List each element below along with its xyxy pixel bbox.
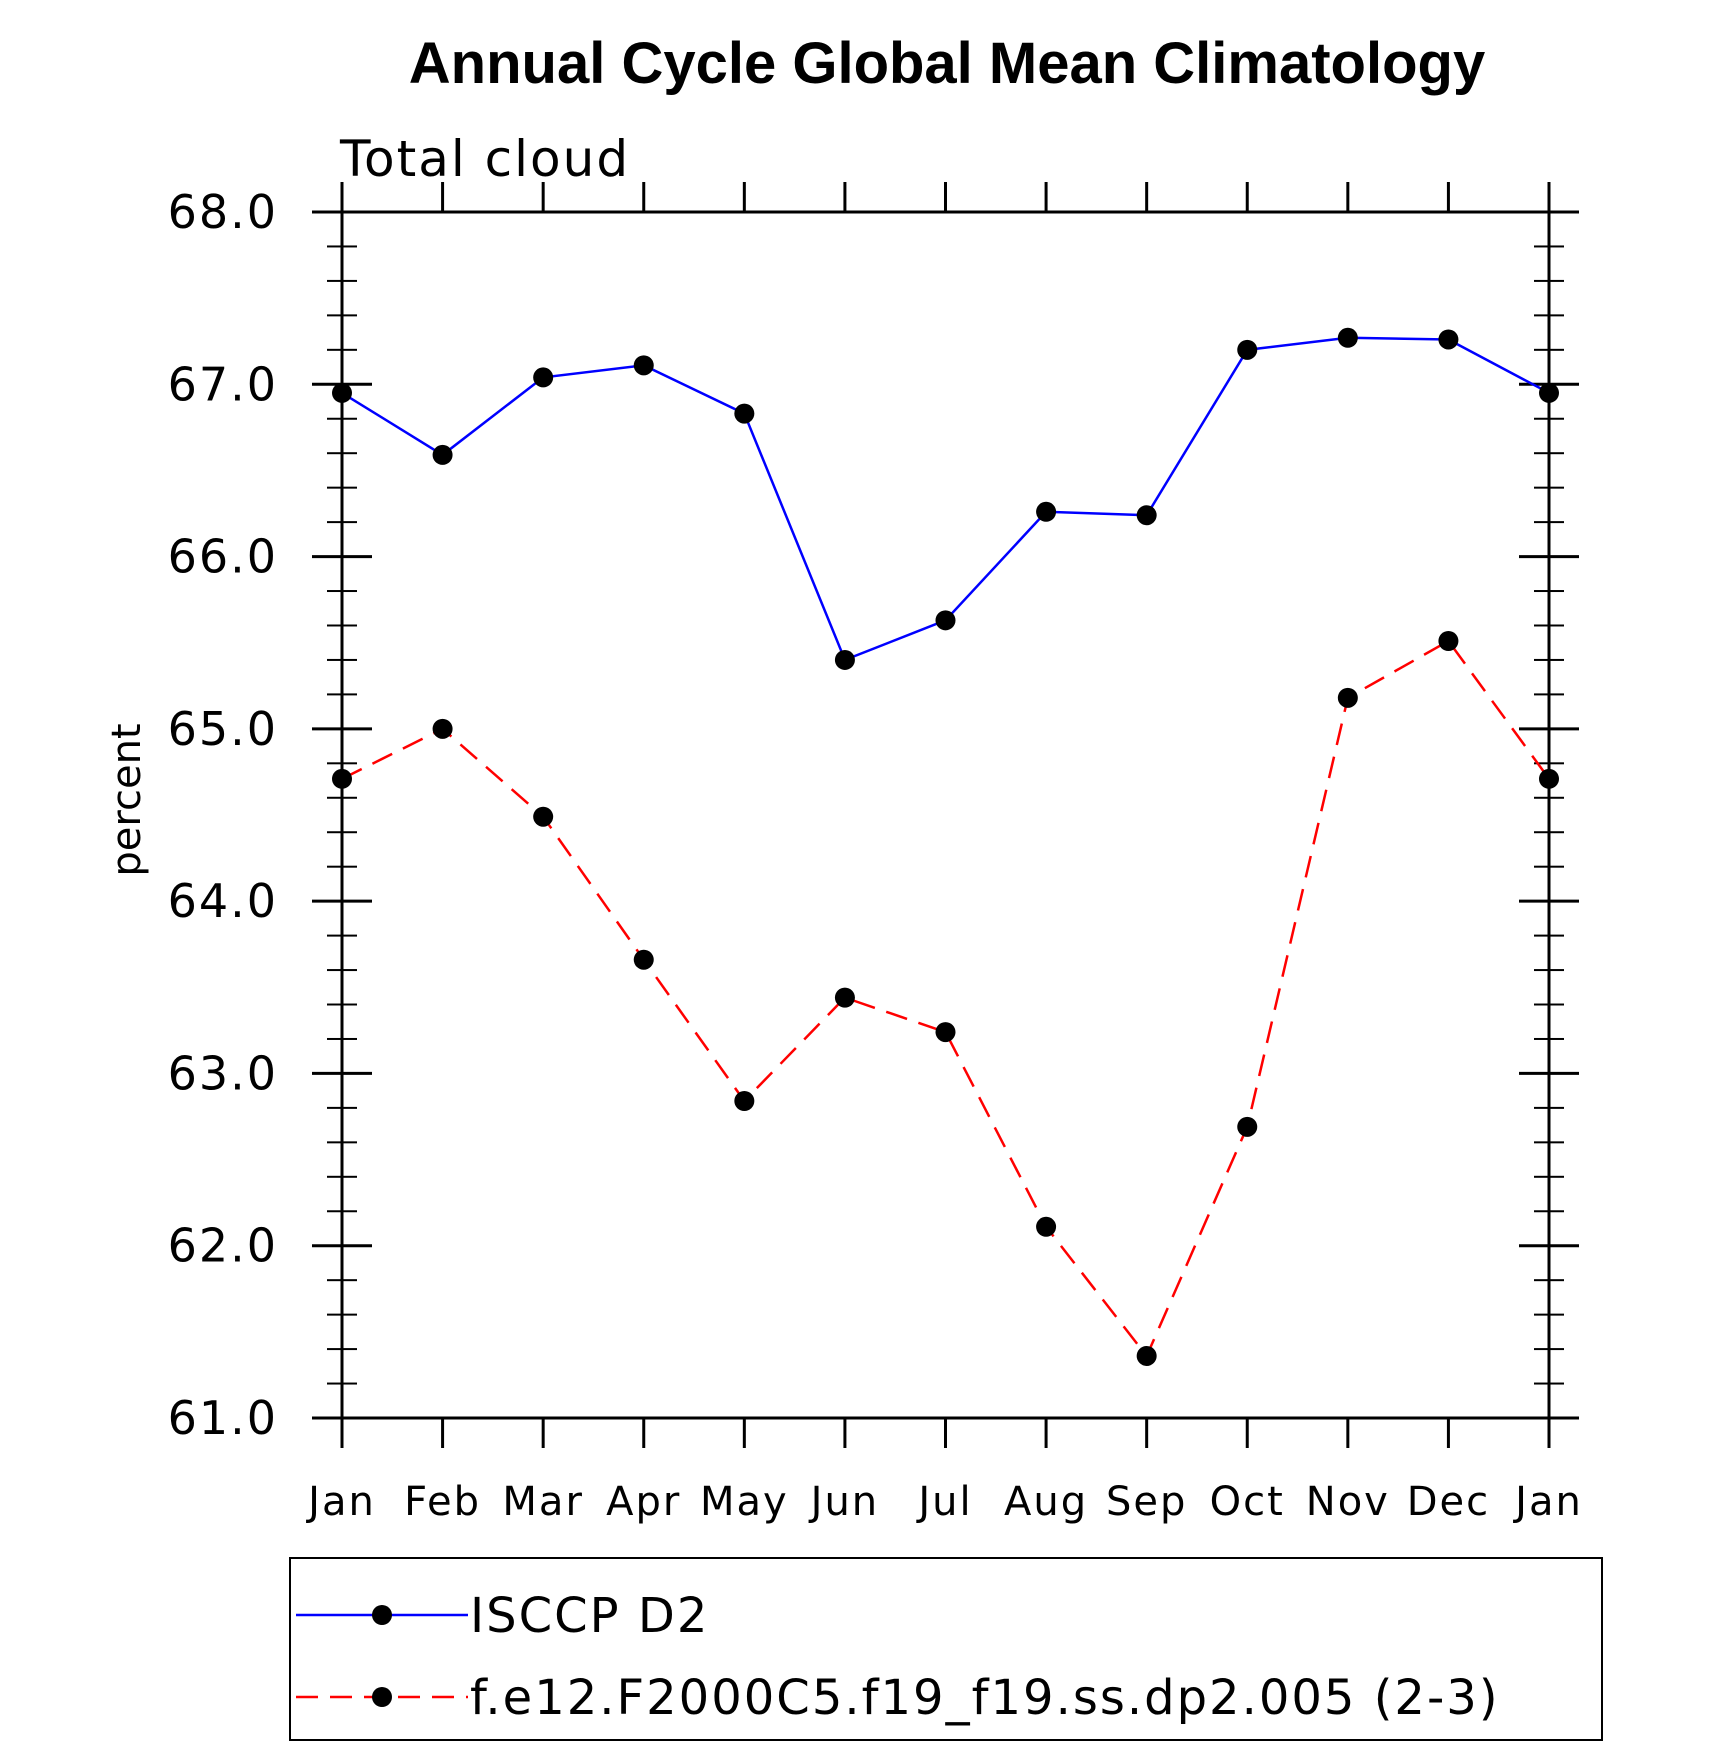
legend-marker-2	[372, 1687, 392, 1707]
chart-title: Annual Cycle Global Mean Climatology	[409, 31, 1485, 96]
y-tick-label: 64.0	[168, 874, 278, 928]
series-1-point	[332, 382, 352, 403]
x-tick-label: May	[700, 1479, 789, 1525]
y-tick-label: 67.0	[168, 357, 278, 411]
x-tick-label: Sep	[1106, 1479, 1187, 1525]
legend-box	[289, 1557, 1603, 1741]
series-2-point	[834, 987, 855, 1008]
x-tick-label: Jan	[1512, 1479, 1583, 1525]
series-2-point	[633, 949, 654, 970]
x-tick-label: Feb	[404, 1479, 481, 1525]
series-2-point	[1337, 687, 1358, 708]
series-1-point	[1237, 339, 1258, 360]
series-1-point	[1036, 501, 1057, 522]
legend: ISCCP D2 f.e12.F2000C5.f19_f19.ss.dp2.005…	[289, 1557, 1603, 1741]
x-tick-label: Dec	[1407, 1479, 1490, 1525]
series-2-point	[1539, 768, 1559, 789]
y-tick-label: 65.0	[168, 702, 278, 756]
series-1-point	[1438, 329, 1459, 350]
x-tick-label: Aug	[1004, 1479, 1088, 1525]
axis-ticks	[312, 182, 1579, 1448]
y-tick-label: 63.0	[168, 1046, 278, 1100]
x-tick-label: Jul	[915, 1479, 972, 1525]
chart-subtitle: Total cloud	[339, 130, 630, 188]
series-1-point	[1539, 382, 1559, 403]
series-1-point	[432, 444, 453, 465]
series-2-point	[1036, 1216, 1057, 1237]
series-2-point	[1237, 1116, 1258, 1137]
x-tick-labels: Jan Feb Mar Apr May Jun Jul Aug Sep Oct Nov Dec Jan	[305, 1479, 1583, 1525]
y-tick-label: 62.0	[168, 1219, 278, 1273]
series-1-point	[935, 610, 956, 631]
series-1-point	[533, 367, 554, 388]
x-tick-label: Mar	[502, 1479, 583, 1525]
legend-label-2: f.e12.F2000C5.f19_f19.ss.dp2.005 (2-3)	[470, 1670, 1500, 1726]
x-tick-label: Apr	[606, 1479, 681, 1525]
series-1-point	[834, 649, 855, 670]
series-layer	[332, 327, 1559, 1366]
series-1-point	[1337, 327, 1358, 348]
x-tick-label: Jun	[808, 1479, 880, 1525]
series-2-point	[1438, 630, 1459, 651]
y-tick-labels: 61.0 62.0 63.0 64.0 65.0 66.0 67.0 68.0	[168, 185, 278, 1445]
plot-frame	[340, 210, 1551, 1420]
x-tick-label: Jan	[305, 1479, 376, 1525]
series-2-point	[432, 718, 453, 739]
series-2-point	[935, 1022, 956, 1043]
x-tick-label: Oct	[1210, 1479, 1285, 1525]
series-1-point	[633, 355, 654, 376]
series-2-point	[533, 806, 554, 827]
x-tick-label: Nov	[1306, 1479, 1390, 1525]
y-tick-label: 68.0	[168, 185, 278, 239]
series-line-2	[341, 639, 1551, 1359]
legend-marker-1	[372, 1605, 392, 1625]
y-axis-label: percent	[104, 723, 150, 876]
series-2-point	[734, 1090, 755, 1111]
series-1-point	[734, 403, 755, 424]
legend-label-1: ISCCP D2	[470, 1588, 709, 1644]
series-2-point	[332, 768, 352, 789]
series-1-point	[1136, 505, 1157, 526]
y-tick-label: 61.0	[168, 1391, 278, 1445]
y-tick-label: 66.0	[168, 530, 278, 584]
series-2-point	[1136, 1345, 1157, 1366]
